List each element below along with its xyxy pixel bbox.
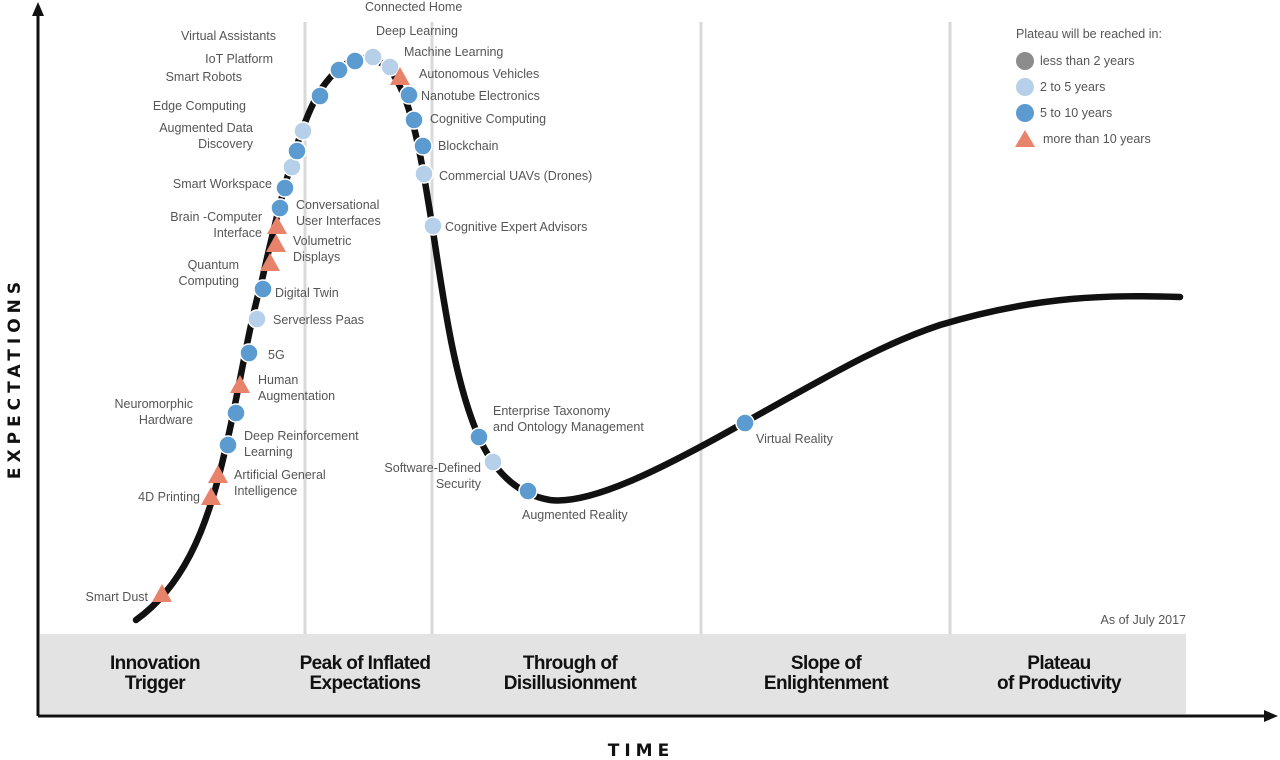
y-axis-title: EXPECTATIONS (5, 277, 25, 479)
label-nanotube-electronics: Nanotube Electronics (421, 89, 540, 103)
label-4d-printing: 4D Printing (138, 490, 200, 504)
label-serverless-paas: Serverless Paas (273, 313, 364, 327)
label-human-augmentation: Human Augmentation (258, 373, 335, 403)
phase-label: Through of Disillusionment (504, 653, 638, 694)
label-neuromorphic-hardware: Neuromorphic Hardware (114, 397, 193, 427)
marker-smart-robots (293, 121, 313, 141)
marker-conversational-user-interfaces (270, 198, 290, 218)
marker-digital-twin (253, 279, 273, 299)
label-virtual-reality: Virtual Reality (756, 432, 834, 446)
legend: Plateau will be reached in: less than 2 y… (1015, 27, 1162, 147)
label-iot-platform: IoT Platform (205, 52, 273, 66)
label-software-defined-security: Software-Defined Security (384, 461, 481, 491)
marker-autonomous-vehicles (390, 67, 410, 85)
marker-connected-home (345, 51, 365, 71)
x-axis-title: TIME (608, 741, 674, 760)
marker-software-defined-security (483, 452, 503, 472)
technology-labels: Smart Dust 4D Printing Artificial General I… (85, 0, 833, 604)
label-cognitive-expert-advisors: Cognitive Expert Advisors (445, 220, 587, 234)
marker-cognitive-computing (404, 110, 424, 130)
marker-4d-printing (201, 487, 221, 505)
label-connected-home: Connected Home (365, 0, 462, 14)
legend-triangle-icon (1015, 130, 1035, 147)
y-axis-arrow (32, 2, 44, 16)
label-commercial-uavs-drones: Commercial UAVs (Drones) (439, 169, 592, 183)
legend-item-label: more than 10 years (1043, 132, 1151, 146)
label-digital-twin: Digital Twin (275, 286, 339, 300)
marker-quantum-computing (260, 253, 280, 271)
marker-deep-reinforcement-learning (218, 435, 238, 455)
marker-volumetric-displays (266, 234, 286, 252)
label-edge-computing: Edge Computing (153, 99, 246, 113)
marker-edge-computing (287, 141, 307, 161)
marker-machine-learning (380, 57, 400, 77)
marker-deep-learning (363, 47, 383, 67)
legend-item-label: less than 2 years (1040, 54, 1135, 68)
marker-blockchain (413, 136, 433, 156)
marker-smart-dust (152, 584, 172, 602)
legend-circle-icon (1016, 52, 1034, 70)
label-augmented-data-discovery: Augmented Data Discovery (159, 121, 254, 151)
as-of-annotation: As of July 2017 (1101, 613, 1187, 627)
phase-label: Slope of Enlightenment (764, 653, 889, 694)
label-cognitive-computing: Cognitive Computing (430, 112, 546, 126)
label-enterprise-taxonomy-and-ontology-management: Enterprise Taxonomy and Ontology Manageme… (493, 404, 644, 434)
phase-band (40, 634, 1186, 714)
marker-5g (239, 343, 259, 363)
label-machine-learning: Machine Learning (404, 45, 503, 59)
marker-augmented-data-discovery (282, 157, 302, 177)
legend-item-label: 2 to 5 years (1040, 80, 1105, 94)
label-virtual-assistants: Virtual Assistants (181, 29, 276, 43)
label-artificial-general-intelligence: Artificial General Intelligence (234, 468, 326, 498)
marker-nanotube-electronics (399, 85, 419, 105)
phase-label: Peak of Inflated Expectations (300, 653, 431, 694)
marker-neuromorphic-hardware (226, 403, 246, 423)
x-axis-arrow (1264, 710, 1278, 722)
legend-item-label: 5 to 10 years (1040, 106, 1112, 120)
label-quantum-computing: Quantum Computing (179, 258, 239, 288)
label-smart-robots: Smart Robots (166, 70, 242, 84)
marker-serverless-paas (247, 309, 267, 329)
marker-virtual-assistants (329, 60, 349, 80)
label-autonomous-vehicles: Autonomous Vehicles (419, 67, 539, 81)
label-5g: 5G (268, 348, 285, 362)
marker-iot-platform (310, 86, 330, 106)
marker-cognitive-expert-advisors (423, 216, 443, 236)
marker-brain-computer-interface (267, 216, 287, 234)
label-smart-workspace: Smart Workspace (173, 177, 272, 191)
legend-title: Plateau will be reached in: (1016, 27, 1162, 41)
legend-circle-icon (1016, 78, 1034, 96)
label-smart-dust: Smart Dust (85, 590, 148, 604)
phase-label: Innovation Trigger (110, 653, 200, 694)
marker-human-augmentation (230, 375, 250, 393)
hype-curve (132, 54, 1184, 624)
marker-virtual-reality (735, 413, 755, 433)
marker-smart-workspace (275, 178, 295, 198)
phase-label: Plateau of Productivity (997, 653, 1122, 694)
technology-markers (152, 47, 755, 602)
label-augmented-reality: Augmented Reality (522, 508, 628, 522)
phase-labels: Innovation Trigger Peak of Inflated Expecta… (110, 653, 1123, 694)
marker-enterprise-taxonomy-and-ontology-management (469, 427, 489, 447)
label-deep-learning: Deep Learning (376, 24, 458, 38)
label-conversational-user-interfaces: Conversational User Interfaces (296, 198, 381, 228)
label-brain-computer-interface: Brain -Computer Interface (170, 210, 262, 240)
legend-circle-icon (1016, 104, 1034, 122)
marker-artificial-general-intelligence (208, 465, 228, 483)
phase-dividers (303, 22, 952, 634)
marker-augmented-reality (518, 481, 538, 501)
marker-commercial-uavs-drones (414, 164, 434, 184)
label-volumetric-displays: Volumetric Displays (293, 234, 351, 264)
label-deep-reinforcement-learning: Deep Reinforcement Learning (244, 429, 359, 459)
label-blockchain: Blockchain (438, 139, 498, 153)
